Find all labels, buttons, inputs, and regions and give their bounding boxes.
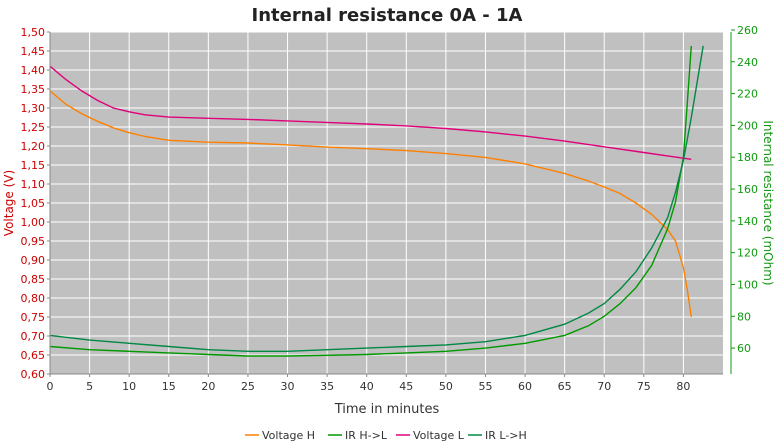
legend-label: Voltage H: [262, 429, 315, 442]
x-tick-label: 75: [637, 380, 651, 393]
x-tick-label: 25: [241, 380, 255, 393]
series-line-voltage-h: [49, 90, 692, 318]
x-tick-label: 55: [478, 380, 492, 393]
y-left-tick-label: 0,75: [21, 311, 46, 324]
y-right-tick-label: 160: [737, 183, 758, 196]
y-left-tick-label: 1,00: [21, 216, 46, 229]
series-line-ir-h-l: [49, 45, 692, 357]
x-tick-label: 65: [558, 380, 572, 393]
x-tick-label: 80: [676, 380, 690, 393]
x-tick-label: 15: [162, 380, 176, 393]
y-right-tick-label: 80: [737, 310, 751, 323]
y-left-tick-label: 1,40: [21, 64, 46, 77]
y-left-tick-label: 0,70: [21, 330, 46, 343]
x-tick-label: 40: [360, 380, 374, 393]
y-right-tick-label: 120: [737, 247, 758, 260]
y-right-tick-label: 180: [737, 151, 758, 164]
y-right-tick-label: 60: [737, 342, 751, 355]
x-tick-label: 5: [86, 380, 93, 393]
y-right-tick-label: 140: [737, 215, 758, 228]
legend: Voltage H IR H->L Voltage L IR L->H: [245, 429, 527, 442]
x-tick-label: 45: [399, 380, 413, 393]
y-left-tick-label: 0,95: [21, 235, 46, 248]
x-tick-label: 10: [122, 380, 136, 393]
series-layer: [49, 45, 704, 357]
y-right-tick-label: 240: [737, 56, 758, 69]
left-axis: 0,60 0,65 0,70 0,75 0,80 0,85 0,90 0,95 1,00 1,05…: [21, 26, 51, 381]
y-left-tick-label: 1,50: [21, 26, 46, 39]
x-axis-label: Time in minutes: [334, 402, 440, 417]
y-left-tick-label: 1,15: [21, 159, 46, 172]
y-left-tick-label: 1,45: [21, 45, 46, 58]
legend-item: Voltage H: [245, 429, 315, 442]
legend-item: IR L->H: [468, 429, 527, 442]
chart-title: Internal resistance 0A - 1A: [252, 5, 523, 26]
y-left-tick-label: 1,25: [21, 121, 46, 134]
legend-label: IR H->L: [345, 429, 388, 442]
y-left-tick-label: 0,80: [21, 292, 46, 305]
x-tick-label: 0: [47, 380, 54, 393]
y-left-tick-label: 0,60: [21, 368, 46, 381]
y-right-tick-label: 100: [737, 278, 758, 291]
y-left-tick-label: 1,35: [21, 83, 46, 96]
y-left-tick-label: 1,10: [21, 178, 46, 191]
x-tick-label: 35: [320, 380, 334, 393]
y-left-tick-label: 0,85: [21, 273, 46, 286]
x-tick-label: 60: [518, 380, 532, 393]
legend-item: Voltage L: [396, 429, 465, 442]
series-line-voltage-l: [49, 65, 692, 160]
x-tick-label: 70: [597, 380, 611, 393]
y-right-tick-label: 220: [737, 88, 758, 101]
right-axis: 60 80 100 120 140 160 180 200 220 240 260: [730, 24, 758, 374]
x-axis: 0 5 10 15 20 25 30 35 40 45 50 55 60 65 70 75 80: [47, 373, 723, 393]
y-left-tick-label: 1,05: [21, 197, 46, 210]
series-line-ir-l-h: [49, 45, 704, 352]
legend-item: IR H->L: [328, 429, 388, 442]
x-tick-label: 20: [201, 380, 215, 393]
y-axis-label-right: Internal resistance (mOhm): [761, 120, 774, 285]
y-right-tick-label: 260: [737, 24, 758, 37]
y-left-tick-label: 1,20: [21, 140, 46, 153]
y-left-tick-label: 0,90: [21, 254, 46, 267]
x-tick-label: 50: [439, 380, 453, 393]
y-left-tick-label: 0,65: [21, 349, 46, 362]
legend-label: Voltage L: [413, 429, 465, 442]
y-right-tick-label: 200: [737, 119, 758, 132]
x-tick-label: 30: [281, 380, 295, 393]
y-left-tick-label: 1,30: [21, 102, 46, 115]
y-axis-label-left: Voltage (V): [2, 170, 16, 236]
legend-label: IR L->H: [485, 429, 527, 442]
